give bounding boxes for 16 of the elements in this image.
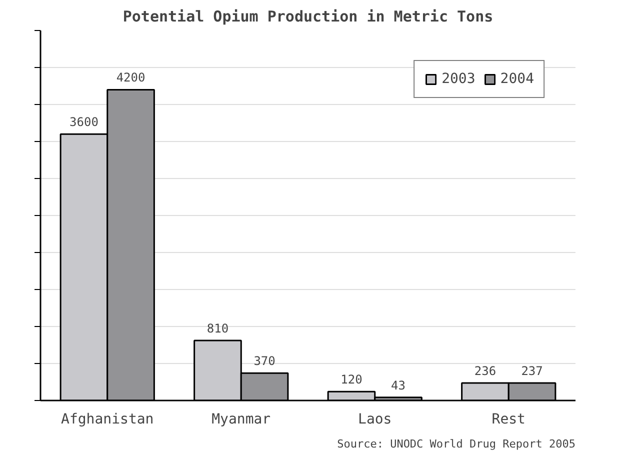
data-label: 4200 xyxy=(116,70,146,85)
legend-label: 2003 xyxy=(442,71,476,87)
data-label: 236 xyxy=(474,364,496,378)
x-tick-label: Rest xyxy=(492,412,526,428)
x-tick-label: Afghanistan xyxy=(61,412,154,428)
chart-title: Potential Opium Production in Metric Tons xyxy=(122,8,494,26)
data-label: 3600 xyxy=(70,115,98,130)
source-note: Source: UNODC World Drug Report 2005 xyxy=(337,438,576,450)
legend-label: 2004 xyxy=(500,71,534,87)
data-label: 237 xyxy=(521,364,543,378)
data-label: 43 xyxy=(391,378,406,392)
data-label: 810 xyxy=(206,322,229,336)
data-label: 370 xyxy=(254,354,276,368)
data-label: 120 xyxy=(340,372,362,387)
x-tick-label: Laos xyxy=(358,412,392,428)
x-tick-label: Myanmar xyxy=(212,412,271,428)
